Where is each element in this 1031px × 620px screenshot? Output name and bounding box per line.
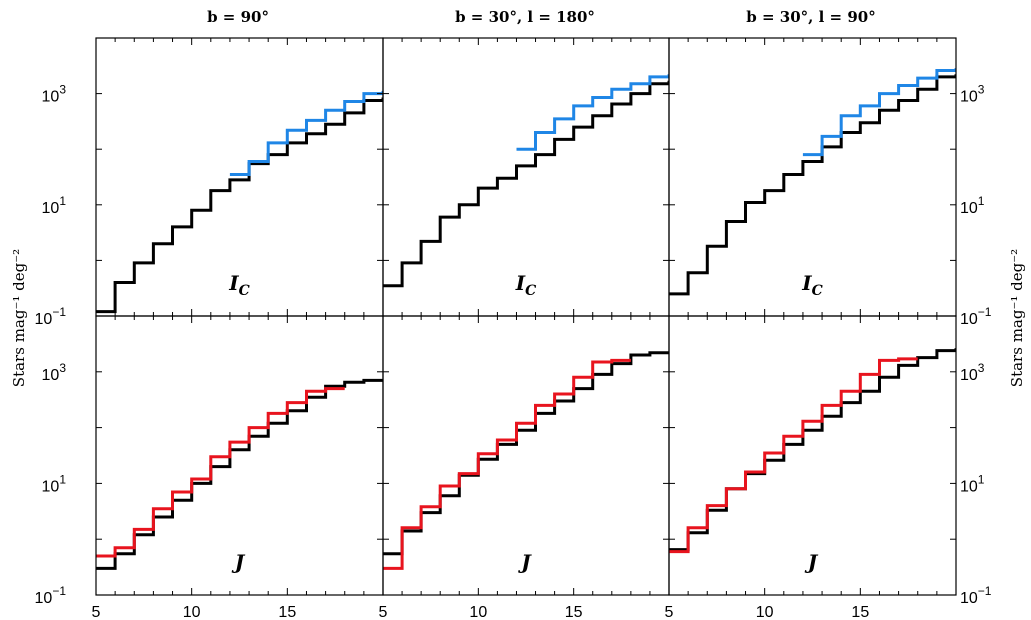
x-tick-label: 10 — [756, 604, 774, 620]
y-tick-label: 10−1 — [35, 584, 67, 607]
x-tick-label: 15 — [278, 604, 296, 620]
y-tick-label-base: 10 — [960, 89, 978, 106]
band-label-sub: C — [239, 283, 250, 299]
panel-frame — [668, 315, 957, 596]
y-tick-label-exp: −1 — [978, 584, 992, 598]
x-tick-label: 5 — [379, 604, 388, 620]
y-tick-label: 10−1 — [960, 305, 992, 328]
series-obs-ic-b30-l180 — [516, 74, 669, 151]
y-tick-label-base: 10 — [42, 200, 60, 217]
series-model-ic-b90 — [96, 97, 383, 314]
y-tick-label-exp: −1 — [52, 305, 66, 319]
y-tick-label: 101 — [42, 194, 67, 217]
y-tick-label-exp: −1 — [52, 584, 66, 598]
band-label-sub: C — [812, 283, 823, 299]
y-tick-label: 103 — [42, 83, 67, 106]
y-tick-label: 103 — [960, 83, 985, 106]
band-label: J — [231, 550, 246, 574]
series-obs-ic-b30-l90 — [802, 68, 956, 157]
y-tick-label-exp: 1 — [978, 194, 985, 208]
y-tick-label-exp: 3 — [59, 361, 66, 375]
x-tick-label: 10 — [183, 604, 201, 620]
y-tick-label: 101 — [960, 194, 985, 217]
y-tick-label: 103 — [42, 361, 67, 384]
x-tick-label: 15 — [565, 604, 583, 620]
band-label-main: J — [804, 550, 819, 574]
series-model-ic-b30-l180 — [383, 80, 669, 288]
series-obs-j-b30-l90 — [669, 357, 918, 554]
y-tick-label-base: 10 — [960, 311, 978, 328]
y-tick-label-exp: 3 — [978, 361, 985, 375]
panel-frame — [382, 37, 670, 317]
series-model-j-b30-l90 — [669, 348, 956, 552]
series-model-j-b90 — [96, 378, 383, 570]
y-tick-label: 10−1 — [960, 584, 992, 607]
y-tick-label-base: 10 — [42, 89, 60, 106]
series-obs-j-b90 — [96, 387, 345, 558]
y-tick-label-exp: 3 — [59, 83, 66, 97]
y-tick-label-base: 10 — [960, 367, 978, 384]
panel-frame — [668, 37, 957, 317]
x-tick-label: 5 — [92, 604, 101, 620]
band-label-main: I — [228, 271, 239, 295]
band-label: IC — [515, 271, 537, 299]
band-label: J — [804, 550, 819, 574]
y-tick-label-base: 10 — [960, 590, 978, 607]
x-tick-label: 10 — [469, 604, 487, 620]
series-obs-j-b30-l180 — [383, 358, 631, 570]
x-tick-label: 15 — [851, 604, 869, 620]
y-tick-label: 10−1 — [35, 305, 67, 328]
band-label-main: I — [515, 271, 526, 295]
series-model-ic-b30-l90 — [669, 74, 956, 296]
y-tick-label-base: 10 — [42, 478, 60, 495]
column-title-2: b = 30°, l = 180° — [455, 8, 595, 26]
y-tick-label: 101 — [42, 472, 67, 495]
band-label: IC — [228, 271, 250, 299]
y-tick-label: 101 — [960, 472, 985, 495]
column-title-3: b = 30°, l = 90° — [746, 8, 875, 26]
y-tick-label-exp: 1 — [59, 472, 66, 486]
column-title-1: b = 90° — [207, 8, 269, 26]
y-tick-label-base: 10 — [960, 200, 978, 217]
x-tick-label: 5 — [665, 604, 674, 620]
y-tick-label-base: 10 — [960, 478, 978, 495]
y-tick-label-base: 10 — [35, 311, 53, 328]
band-label: IC — [801, 271, 823, 299]
panel-ic-b30-l180: IC — [382, 37, 670, 317]
band-label-sub: C — [525, 283, 536, 299]
y-tick-label-exp: 1 — [978, 472, 985, 486]
y-tick-label-exp: 3 — [978, 83, 985, 97]
panel-frame — [95, 37, 384, 317]
y-axis-label-left: Stars mag⁻¹ deg⁻² — [10, 249, 28, 387]
y-tick-label-base: 10 — [42, 367, 60, 384]
y-tick-label: 103 — [960, 361, 985, 384]
band-label-main: J — [231, 550, 246, 574]
panel-j-b30-l180: J 5 10 15 — [379, 315, 670, 620]
band-label: J — [517, 550, 532, 574]
band-label-main: I — [801, 271, 812, 295]
band-label-main: J — [517, 550, 532, 574]
series-obs-ic-b90 — [229, 90, 383, 176]
y-tick-label-exp: −1 — [978, 305, 992, 319]
y-tick-label-base: 10 — [35, 590, 53, 607]
series-model-j-b30-l180 — [383, 351, 669, 556]
y-axis-label-right: Stars mag⁻¹ deg⁻² — [1008, 249, 1026, 387]
y-tick-label-exp: 1 — [59, 194, 66, 208]
